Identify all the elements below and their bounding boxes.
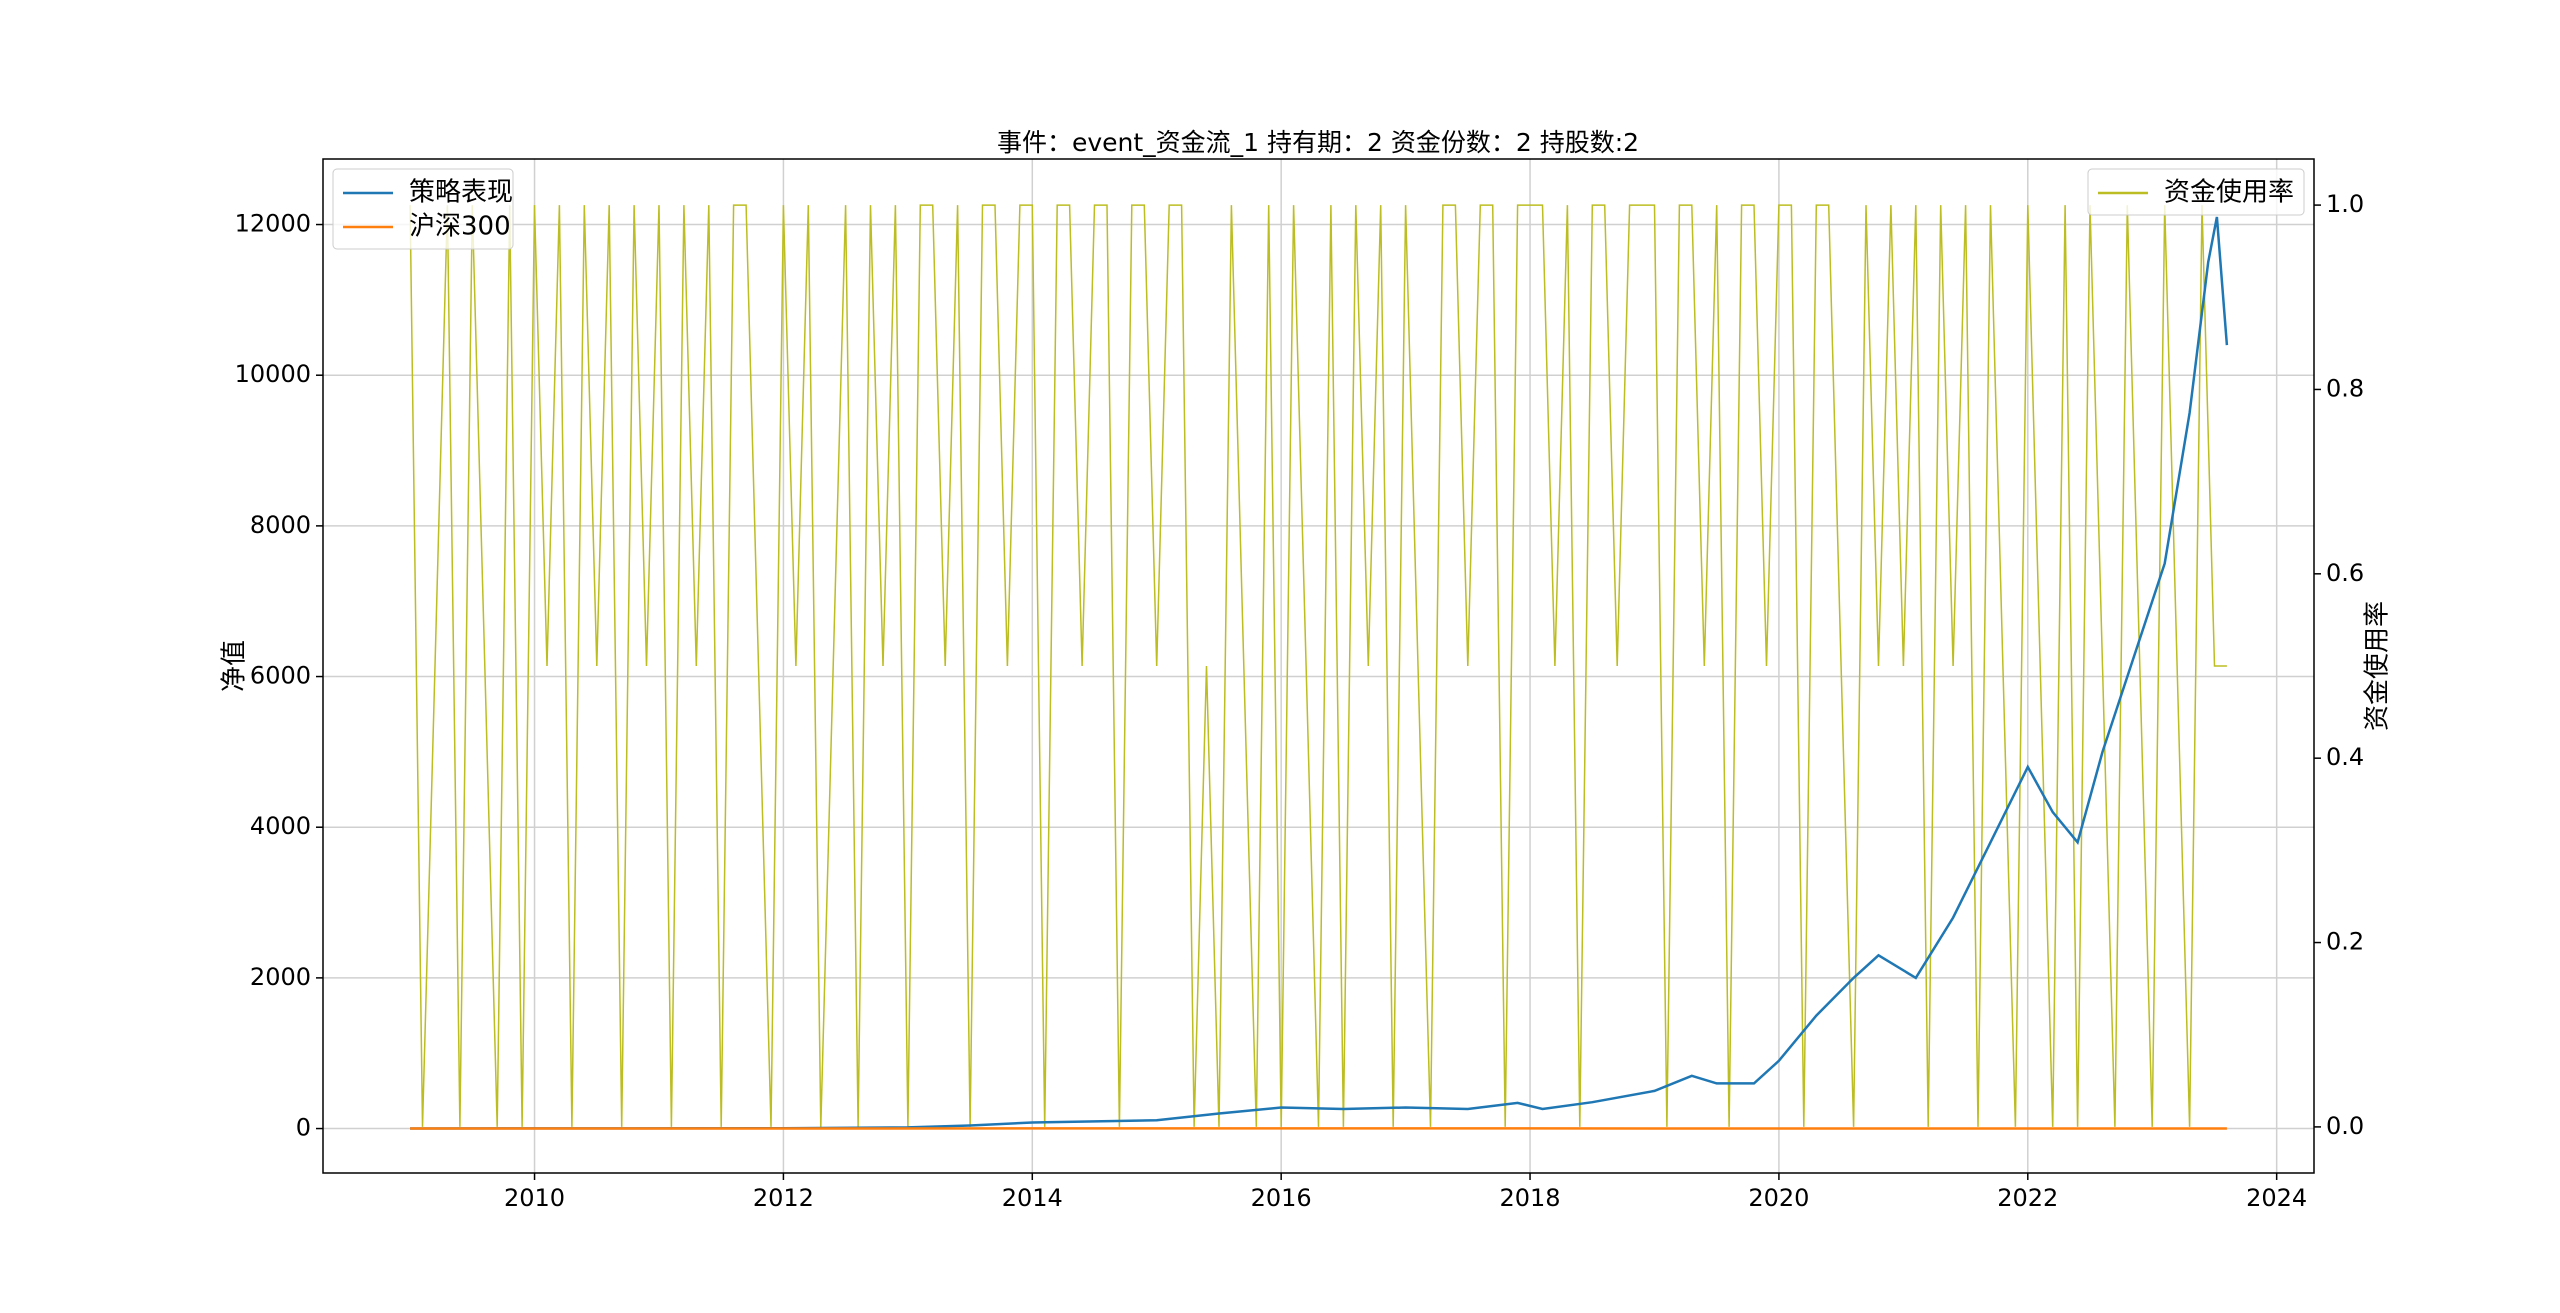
y2-tick-label: 0.6 xyxy=(2326,559,2364,587)
x-tick-label: 2014 xyxy=(1002,1184,1063,1212)
y-axis-label: 净值 xyxy=(220,640,250,692)
x-tick-label: 2018 xyxy=(1500,1184,1561,1212)
legend-label: 资金使用率 xyxy=(2164,178,2294,208)
x-tick-label: 2022 xyxy=(1997,1184,2058,1212)
legend-label: 策略表现 xyxy=(409,178,513,208)
y2-tick-label: 0.2 xyxy=(2326,928,2364,956)
plot-frame xyxy=(322,158,2315,1174)
y2-tick-label: 0.8 xyxy=(2326,374,2364,402)
legend-box xyxy=(332,168,514,250)
x-tick-label: 2010 xyxy=(504,1184,565,1212)
y2-axis-label: 资金使用率 xyxy=(2363,601,2393,731)
x-tick-label: 2024 xyxy=(2246,1184,2307,1212)
legend-label: 沪深300 xyxy=(409,212,511,242)
y-tick-label: 10000 xyxy=(235,360,311,388)
y-tick-label: 4000 xyxy=(250,812,311,840)
y2-tick-label: 0.4 xyxy=(2326,743,2364,771)
y-tick-label: 12000 xyxy=(235,210,311,238)
y-tick-label: 8000 xyxy=(250,511,311,539)
y2-tick-label: 0.0 xyxy=(2326,1112,2364,1140)
y-tick-label: 2000 xyxy=(250,963,311,991)
y-tick-label: 0 xyxy=(296,1114,311,1142)
legend-box xyxy=(2087,168,2305,216)
series-line xyxy=(410,216,2229,1130)
x-tick-label: 2012 xyxy=(753,1184,814,1212)
series-line xyxy=(409,204,2227,1127)
y-tick-label: 6000 xyxy=(250,662,311,690)
x-tick-label: 2016 xyxy=(1251,1184,1312,1212)
y2-tick-label: 1.0 xyxy=(2326,190,2364,218)
x-tick-label: 2020 xyxy=(1748,1184,1809,1212)
chart-title: 事件：event_资金流_1 持有期：2 资金份数：2 持股数:2 xyxy=(997,128,1639,157)
